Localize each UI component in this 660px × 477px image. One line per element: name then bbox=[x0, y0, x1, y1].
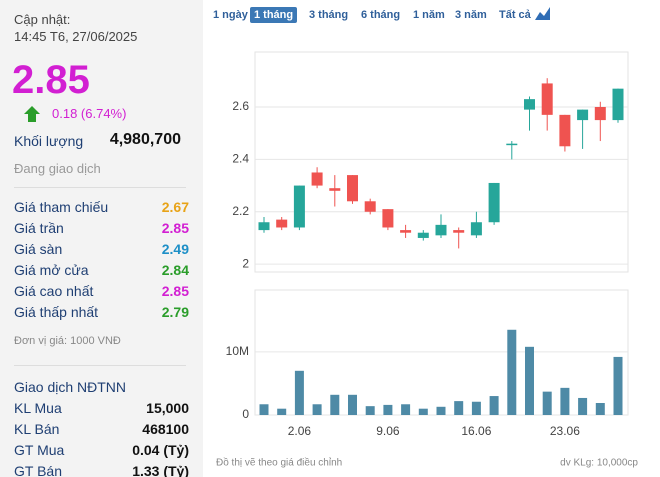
candle-body bbox=[329, 188, 341, 191]
chart-icon bbox=[535, 7, 550, 20]
x-tick-label: 16.06 bbox=[461, 424, 491, 438]
y-tick-label: 2.2 bbox=[232, 204, 249, 218]
tab[interactable]: 1 ngày bbox=[213, 9, 248, 21]
footer-unit: dv KLg: 10,000cp bbox=[560, 458, 638, 469]
candle-body bbox=[293, 185, 305, 228]
volume-bar bbox=[294, 370, 304, 415]
volume-bar bbox=[560, 387, 570, 415]
price-label: Giá tham chiếu bbox=[14, 199, 109, 215]
price: 2.85 bbox=[12, 58, 90, 102]
candle-body bbox=[506, 143, 518, 146]
candle-body bbox=[577, 109, 589, 121]
candle-body bbox=[382, 209, 394, 228]
volume-bar bbox=[418, 408, 428, 415]
y-tick-label: 10M bbox=[226, 344, 249, 358]
y-tick-label: 2.6 bbox=[232, 99, 249, 113]
y-tick-label: 2 bbox=[242, 256, 249, 270]
x-tick-label: 9.06 bbox=[376, 424, 400, 438]
tab[interactable]: 3 tháng bbox=[309, 9, 349, 21]
volume-bar bbox=[525, 346, 534, 415]
price-value: 2.79 bbox=[161, 304, 189, 320]
candle-body bbox=[311, 172, 323, 186]
candle-body bbox=[470, 222, 482, 236]
x-tick-label: 23.06 bbox=[550, 424, 580, 438]
foreign-label: KL Mua bbox=[14, 400, 62, 416]
candle-body bbox=[612, 88, 624, 121]
footer-note: Đồ thị vẽ theo giá điều chỉnh bbox=[216, 457, 342, 469]
foreign-label: GT Bán bbox=[14, 463, 62, 477]
foreign-label: GT Mua bbox=[14, 442, 65, 458]
volume-bar bbox=[312, 404, 322, 415]
foreign-value: 0.04 (Tỷ) bbox=[132, 442, 189, 458]
foreign-title: Giao dịch NĐTNN bbox=[14, 379, 127, 395]
volume-bar bbox=[330, 394, 340, 415]
price-value: 2.84 bbox=[161, 262, 189, 278]
volume-bar bbox=[401, 404, 411, 415]
candle-body bbox=[541, 83, 553, 115]
volume-bar bbox=[348, 394, 357, 415]
candle-body bbox=[524, 99, 535, 110]
price-value: 2.67 bbox=[161, 199, 189, 215]
price-value: 2.85 bbox=[161, 220, 189, 236]
candle-body bbox=[559, 114, 571, 147]
separator bbox=[14, 365, 186, 366]
updated-label: Cập nhật: bbox=[14, 12, 71, 27]
price-label: Giá sàn bbox=[14, 241, 63, 257]
candle-body bbox=[435, 224, 447, 236]
candle-body bbox=[258, 222, 270, 231]
price-label: Giá thấp nhất bbox=[14, 304, 99, 320]
volume-bar bbox=[436, 406, 446, 415]
volume-bar bbox=[259, 404, 269, 415]
volume-bar bbox=[471, 401, 481, 415]
tab[interactable]: Tất cả bbox=[499, 9, 531, 21]
separator bbox=[14, 187, 186, 188]
volume-bar bbox=[613, 356, 623, 415]
change: 0.18 (6.74%) bbox=[52, 106, 127, 121]
volume-bar bbox=[595, 403, 605, 415]
volume-bar bbox=[277, 408, 287, 415]
tab[interactable]: 1 tháng bbox=[250, 7, 298, 23]
volume-bar bbox=[542, 391, 552, 415]
candle-body bbox=[400, 230, 412, 233]
unit-note: Đơn vị giá: 1000 VNĐ bbox=[14, 335, 121, 347]
plot-frame bbox=[254, 51, 629, 273]
price-label: Giá cao nhất bbox=[14, 283, 94, 299]
info-panel: Cập nhật: 14:45 T6, 27/06/2025 2.85 0.18… bbox=[0, 0, 203, 477]
candle-body bbox=[488, 182, 500, 223]
tab[interactable]: 1 năm bbox=[413, 9, 445, 21]
volume-bar bbox=[383, 404, 393, 415]
volume-bar bbox=[578, 397, 588, 415]
volume-bar bbox=[489, 396, 499, 415]
volume-bar bbox=[507, 329, 517, 415]
volume-label: Khối lượng bbox=[14, 133, 84, 149]
candle-body bbox=[276, 219, 288, 228]
price-label: Giá mở cửa bbox=[14, 262, 89, 278]
foreign-label: KL Bán bbox=[14, 421, 60, 437]
candle-body bbox=[364, 201, 376, 212]
foreign-value: 468100 bbox=[142, 421, 189, 437]
status: Đang giao dịch bbox=[14, 161, 101, 176]
candle-body bbox=[594, 107, 606, 121]
volume-bar bbox=[454, 401, 464, 415]
y-tick-label: 0 bbox=[242, 407, 249, 421]
price-label: Giá trần bbox=[14, 220, 64, 236]
foreign-value: 15,000 bbox=[146, 400, 189, 416]
y-tick-label: 2.4 bbox=[232, 152, 249, 166]
price-value: 2.85 bbox=[161, 283, 189, 299]
x-tick-label: 2.06 bbox=[288, 424, 312, 438]
volume: 4,980,700 bbox=[109, 131, 181, 148]
plot-frame bbox=[254, 289, 629, 416]
candle-body bbox=[453, 230, 465, 233]
tab[interactable]: 6 tháng bbox=[361, 9, 401, 21]
foreign-value: 1.33 (Tỷ) bbox=[132, 463, 189, 477]
tab[interactable]: 3 năm bbox=[455, 9, 487, 21]
updated-time: 14:45 T6, 27/06/2025 bbox=[14, 29, 138, 44]
price-value: 2.49 bbox=[161, 241, 189, 257]
volume-bar bbox=[365, 406, 375, 415]
candle-body bbox=[417, 232, 429, 238]
candle-body bbox=[347, 175, 358, 202]
